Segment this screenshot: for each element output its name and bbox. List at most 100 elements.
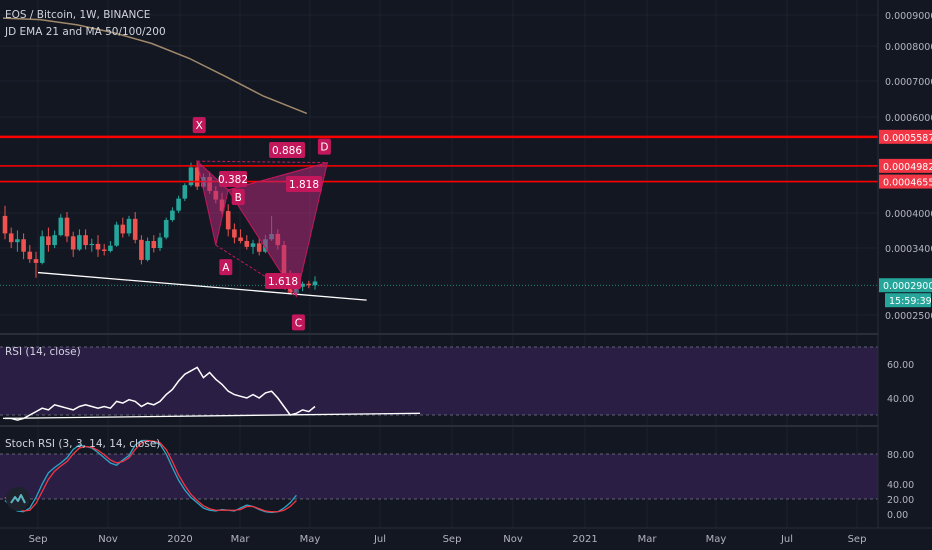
price-tick-label: 0.0004000 xyxy=(885,209,932,220)
price-tick-label: 0.0009000 xyxy=(885,11,932,22)
candle xyxy=(312,281,318,286)
level-price-badge xyxy=(879,129,932,144)
time-tick-label: Jul xyxy=(373,534,386,545)
candle xyxy=(58,217,64,236)
candle xyxy=(77,235,82,250)
harmonic-point-x xyxy=(192,117,206,134)
ratio-xd-text: 0.886 xyxy=(272,145,302,157)
time-tick-label: Sep xyxy=(848,534,867,545)
time-tick-label: 2020 xyxy=(167,534,192,545)
ratio-ac-text: 1.618 xyxy=(268,276,298,288)
ratio-xb-text: 0.382 xyxy=(218,174,248,186)
level-price-text: 0.0004655 xyxy=(883,178,932,189)
stoch-rsi-legend: Stoch RSI (3, 3, 14, 14, close) xyxy=(5,438,161,450)
harmonic-point-b xyxy=(231,188,245,205)
candle xyxy=(300,283,305,287)
ratio-bd-text: 1.818 xyxy=(289,179,319,191)
candle xyxy=(33,259,39,263)
time-tick-label: Nov xyxy=(98,534,118,545)
candle xyxy=(2,215,8,234)
time-tick-label: Jul xyxy=(780,534,793,545)
candle xyxy=(238,237,243,241)
symbol-legend: EOS / Bitcoin, 1W, BINANCE xyxy=(5,9,151,21)
ma-line xyxy=(2,17,308,115)
harmonic-point-a-text: A xyxy=(222,262,230,274)
ratio-xd xyxy=(269,142,305,158)
rsi-tick-label: 60.00 xyxy=(887,360,914,371)
harmonic-point-x-text: X xyxy=(196,120,203,132)
time-tick-label: 2021 xyxy=(572,534,597,545)
rsi-band xyxy=(0,347,878,415)
level-price-text: 0.0004982 xyxy=(883,162,932,173)
stoch-tick-label: 20.00 xyxy=(887,495,914,506)
candle xyxy=(145,241,150,260)
stoch-tick-label: 80.00 xyxy=(887,450,914,461)
candle xyxy=(52,235,57,246)
price-tick-label: 0.0006000 xyxy=(885,113,932,124)
rsi-tick-label: 40.00 xyxy=(887,394,914,405)
price-tick-label: 0.0007000 xyxy=(885,77,932,88)
candle xyxy=(225,211,231,230)
stoch-tick-label: 40.00 xyxy=(887,480,914,491)
candle xyxy=(188,167,194,186)
time-tick-label: May xyxy=(300,534,321,545)
candle xyxy=(151,241,157,248)
candle xyxy=(95,243,101,250)
tradingview-logo[interactable] xyxy=(6,487,30,511)
candle xyxy=(101,249,107,251)
tradingview-logo-icon xyxy=(10,494,26,504)
candle xyxy=(163,220,169,238)
time-tick-label: Sep xyxy=(443,534,462,545)
time-tick-label: Mar xyxy=(231,534,251,545)
current-price-text: 0.0002900 xyxy=(883,281,932,292)
time-tick-label: Nov xyxy=(503,534,523,545)
countdown-badge xyxy=(885,293,931,308)
level-price-badge xyxy=(879,174,932,189)
candle xyxy=(157,237,163,248)
candle xyxy=(232,229,237,238)
candle xyxy=(256,243,262,252)
candle xyxy=(182,185,188,199)
candle xyxy=(15,239,20,243)
price-tick-label: 0.0003400 xyxy=(885,244,932,255)
harmonic-ac-line xyxy=(215,244,297,297)
stoch-d-line xyxy=(4,439,297,513)
ratio-bd xyxy=(286,176,322,192)
candle xyxy=(46,236,51,246)
stoch-band xyxy=(0,454,878,499)
candle xyxy=(114,224,119,246)
stoch-tick-label: 0.00 xyxy=(887,510,908,521)
harmonic-point-c-text: C xyxy=(295,317,302,329)
candle xyxy=(21,239,26,252)
candle xyxy=(194,167,200,187)
harmonic-point-d xyxy=(317,138,331,155)
candle xyxy=(8,233,14,243)
candle xyxy=(64,217,70,237)
ma-indicator-legend: JD EMA 21 and MA 50/100/200 xyxy=(5,26,166,38)
candle xyxy=(176,198,181,211)
harmonic-xd-line xyxy=(197,160,328,164)
harmonic-point-a xyxy=(219,259,233,276)
candle xyxy=(132,218,138,240)
rsi-legend: RSI (14, close) xyxy=(5,346,81,358)
time-tick-label: Sep xyxy=(29,534,48,545)
candle xyxy=(108,245,113,251)
candle xyxy=(39,236,45,263)
ratio-xb xyxy=(219,171,247,187)
candle xyxy=(126,218,132,234)
candle xyxy=(139,239,144,260)
time-tick-label: May xyxy=(706,534,727,545)
harmonic-point-c xyxy=(291,314,305,331)
price-axis xyxy=(878,0,932,550)
rsi-trendline xyxy=(2,412,421,420)
countdown-text: 15:59:39 xyxy=(889,296,932,307)
candle xyxy=(120,224,126,234)
candle xyxy=(89,243,95,246)
harmonic-point-d-text: D xyxy=(320,142,328,154)
candle xyxy=(244,241,250,247)
candle xyxy=(306,283,312,286)
level-price-text: 0.0005587 xyxy=(883,133,932,144)
price-tick-label: 0.0002500 xyxy=(885,311,932,322)
candle xyxy=(83,235,88,246)
